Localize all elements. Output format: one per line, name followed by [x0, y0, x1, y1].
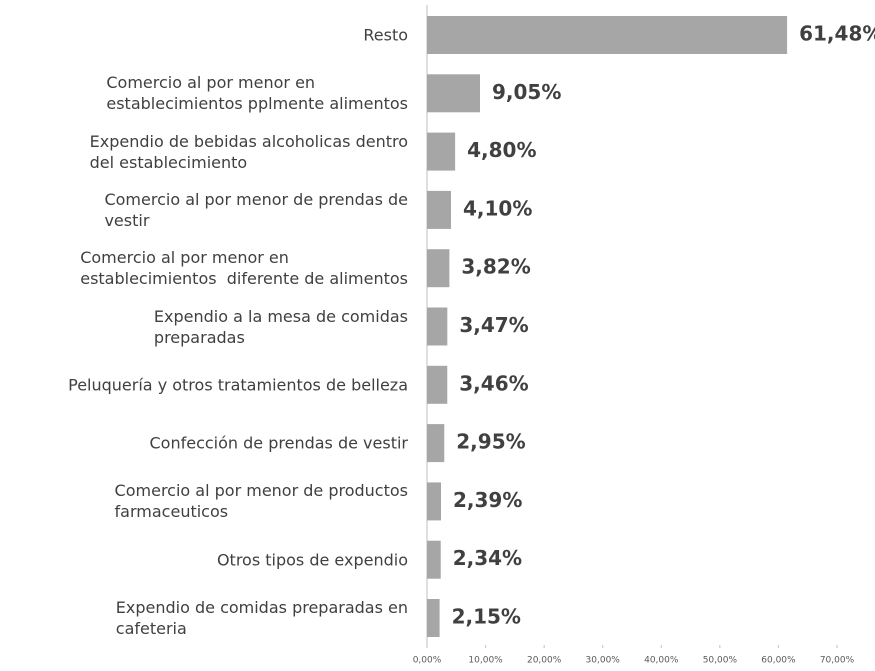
value-label: 3,46% — [459, 371, 528, 395]
category-label: Comercio al por menor en establecimiento… — [106, 73, 408, 114]
bar — [427, 599, 440, 637]
category-label: Expendio de bebidas alcoholicas dentro d… — [89, 131, 408, 172]
bar — [427, 365, 448, 404]
bar — [427, 74, 481, 113]
category-label: Expendio a la mesa de comidas preparadas — [153, 306, 408, 347]
x-tick-label: 50,00% — [703, 656, 738, 666]
value-label: 2,15% — [452, 605, 521, 629]
x-tick-label: 10,00% — [468, 656, 503, 666]
category-label: Comercio al por menor de prendas de vest… — [104, 189, 408, 230]
bar — [427, 16, 788, 54]
value-label: 2,95% — [456, 430, 525, 454]
x-tick-label: 30,00% — [586, 656, 621, 666]
bar — [427, 307, 448, 346]
category-label: Confección de prendas de vestir — [149, 433, 409, 453]
value-label: 4,10% — [463, 196, 532, 220]
category-label: Otros tipos de expendio — [216, 550, 408, 570]
value-label: 2,34% — [453, 546, 522, 570]
category-label: Comercio al por menor en establecimiento… — [80, 248, 408, 289]
value-label: 2,39% — [453, 488, 522, 512]
category-label: Expendio de comidas preparadas en cafete… — [115, 598, 408, 638]
x-tick-label: 60,00% — [761, 656, 796, 666]
category-label: Comercio al por menor de productos farma… — [114, 481, 408, 522]
value-label: 3,47% — [459, 313, 528, 337]
category-label: Peluquería y otros tratamientos de belle… — [68, 375, 408, 395]
bar — [427, 132, 456, 171]
bar — [427, 190, 452, 229]
value-label: 3,82% — [461, 255, 530, 279]
category-label: Resto — [363, 25, 408, 45]
bar — [427, 482, 441, 521]
value-label: 61,48% — [799, 22, 875, 46]
value-label: 4,80% — [467, 138, 536, 162]
x-tick-label: 0,00% — [413, 656, 442, 666]
x-tick-label: 40,00% — [644, 656, 679, 666]
bar — [427, 424, 445, 463]
bar — [427, 249, 450, 288]
value-label: 9,05% — [492, 80, 561, 104]
x-tick-label: 70,00% — [820, 656, 855, 666]
bar — [427, 540, 441, 579]
x-tick-label: 20,00% — [527, 656, 562, 666]
